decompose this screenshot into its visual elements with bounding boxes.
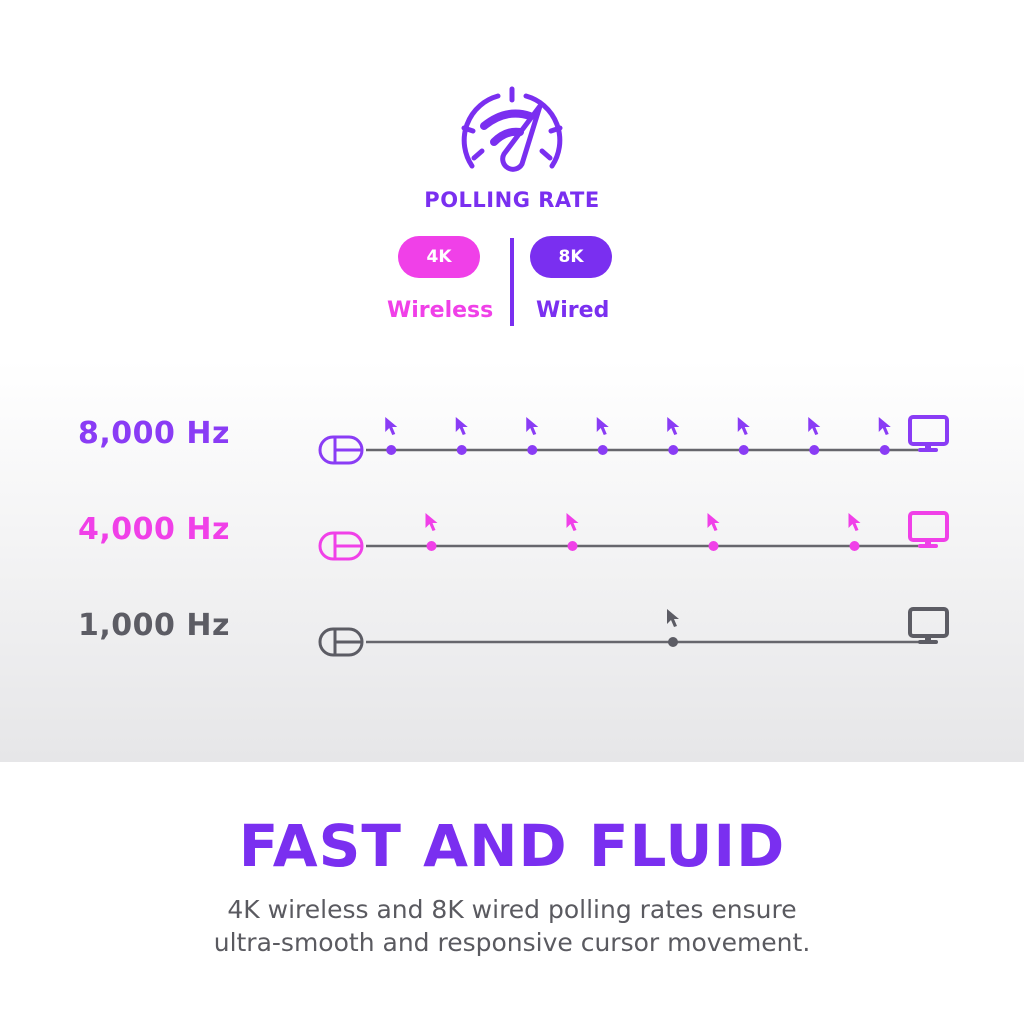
cursor-icon xyxy=(596,417,609,435)
monitor-base xyxy=(918,544,938,548)
speedometer-signal-icon xyxy=(461,86,563,172)
rate-label-8000: 8,000 Hz xyxy=(78,416,230,451)
sample-dot xyxy=(527,445,538,455)
divider xyxy=(510,238,514,326)
monitor-screen xyxy=(908,415,949,446)
wired-label: Wired xyxy=(536,298,610,323)
mouse-icon xyxy=(318,627,364,657)
sample-dot xyxy=(738,445,749,455)
cursor-icon xyxy=(385,417,398,435)
cursor-icon xyxy=(707,513,720,531)
monitor-stand xyxy=(925,540,931,545)
cursor-icon xyxy=(566,513,579,531)
mouse-icon xyxy=(318,531,364,561)
rate-label-4000: 4,000 Hz xyxy=(78,512,230,547)
monitor-base xyxy=(918,640,938,644)
badge-8k: 8K xyxy=(530,236,612,278)
cursor-icon xyxy=(526,417,539,435)
sample-dot xyxy=(809,445,820,455)
subtitle-line-1: 4K wireless and 8K wired polling rates e… xyxy=(227,895,797,924)
rate-label-1000: 1,000 Hz xyxy=(78,608,230,643)
monitor-stand xyxy=(925,444,931,449)
cursor-icon xyxy=(737,417,750,435)
sample-dot xyxy=(597,445,608,455)
polling-rate-title: POLLING RATE xyxy=(424,188,600,212)
monitor-screen xyxy=(908,511,949,542)
monitor-base xyxy=(918,448,938,452)
cursor-icon xyxy=(667,417,680,435)
subtitle-line-2: ultra-smooth and responsive cursor movem… xyxy=(213,928,811,957)
monitor-icon xyxy=(908,415,949,452)
sample-dot xyxy=(708,541,719,551)
monitor-icon xyxy=(908,607,949,644)
sample-dot xyxy=(849,541,860,551)
cursor-icon xyxy=(848,513,861,531)
sample-dot xyxy=(567,541,578,551)
sample-dot xyxy=(426,541,437,551)
sample-dot xyxy=(668,637,678,647)
cursor-icon xyxy=(425,513,438,531)
monitor-stand xyxy=(925,636,931,641)
sample-dot xyxy=(456,445,467,455)
background-band xyxy=(0,360,1024,762)
subtitle: 4K wireless and 8K wired polling rates e… xyxy=(0,893,1024,959)
badge-4k: 4K xyxy=(398,236,480,278)
sample-dot xyxy=(386,445,397,455)
sample-dot xyxy=(879,445,890,455)
sample-dot xyxy=(668,445,679,455)
cursor-icon xyxy=(878,417,891,435)
monitor-screen xyxy=(908,607,949,638)
headline: FAST AND FLUID xyxy=(238,812,786,880)
cursor-icon xyxy=(808,417,821,435)
cursor-icon xyxy=(455,417,468,435)
wireless-label: Wireless xyxy=(387,298,494,323)
monitor-icon xyxy=(908,511,949,548)
mouse-icon xyxy=(318,435,364,465)
cursor-icon xyxy=(667,609,679,627)
